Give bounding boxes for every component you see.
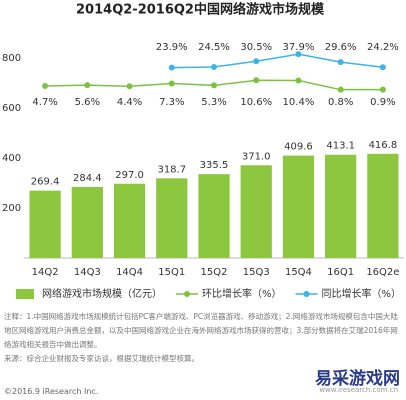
legend-label: 网络游戏市场规模（亿元）: [42, 287, 162, 300]
bar: [282, 155, 315, 258]
bar-value-label: 416.8: [369, 140, 398, 151]
bar: [113, 183, 146, 258]
watermark-url: www.iresearch.com.cn: [319, 386, 398, 394]
line-value-label: 29.6%: [325, 42, 357, 53]
bar-value-label: 409.6: [284, 142, 313, 153]
legend-label: 同比增长率（%）: [322, 287, 402, 300]
line-point: [379, 86, 386, 93]
line-point: [253, 77, 260, 84]
line-value-label: 37.9%: [283, 42, 315, 53]
line-point: [253, 58, 260, 65]
bar: [29, 190, 61, 258]
legend-swatch: [16, 289, 34, 299]
notes: 注释：1.中国网络游戏市场规模统计包括PC客户端游戏、PC浏览器游戏、移动游戏；…: [4, 310, 400, 366]
line-value-label: 5.3%: [201, 97, 226, 108]
bar: [156, 178, 188, 258]
bar: [71, 186, 103, 258]
legend-swatch: [184, 291, 190, 297]
line-point: [337, 59, 344, 66]
watermark: 易采游戏网: [315, 369, 400, 389]
line-point: [295, 77, 302, 84]
legend-swatch: [303, 291, 310, 297]
x-tick-label: 15Q2: [201, 267, 228, 278]
bar: [198, 174, 230, 258]
bar-value-label: 413.1: [326, 141, 355, 152]
line-value-label: 24.5%: [198, 42, 230, 53]
line-point: [84, 82, 91, 89]
line-point: [211, 63, 217, 70]
line-value-label: 23.9%: [156, 42, 188, 53]
bar-value-label: 318.7: [157, 164, 186, 175]
chart: 2014Q2-2016Q2中国网络游戏市场规模 200 400 600 800 14Q2…: [2, 2, 404, 300]
x-tick-label: 15Q3: [243, 267, 270, 278]
bar-value-label: 335.5: [200, 160, 229, 171]
line-point: [126, 83, 133, 90]
bar: [325, 154, 357, 258]
line-point: [42, 82, 49, 89]
line-point: [379, 64, 386, 71]
line-point: [211, 82, 217, 89]
y-tick-label: 800: [2, 53, 21, 64]
bar-value-label: 371.0: [242, 151, 271, 162]
chart-title: 2014Q2-2016Q2中国网络游戏市场规模: [76, 2, 325, 18]
line-value-label: 30.5%: [240, 42, 272, 53]
x-tick-label: 14Q3: [74, 267, 101, 278]
legend-label: 环比增长率（%）: [202, 287, 282, 300]
line-point: [337, 86, 344, 93]
line-value-label: 4.4%: [117, 97, 142, 108]
line-point: [168, 80, 175, 87]
x-tick-label: 15Q4: [285, 267, 312, 278]
x-tick-label: 16Q2e: [366, 267, 399, 278]
bar-value-label: 284.4: [73, 173, 102, 184]
bar: [367, 153, 399, 258]
line-point: [168, 64, 175, 71]
line-point: [295, 51, 302, 58]
line-value-label: 24.2%: [367, 42, 399, 53]
line-value-label: 0.9%: [370, 97, 395, 108]
line-value-label: 5.6%: [75, 97, 100, 108]
x-tick-label: 14Q4: [116, 267, 143, 278]
x-tick-label: 15Q1: [158, 267, 185, 278]
y-tick-label: 400: [2, 153, 21, 164]
bar-value-label: 269.4: [31, 177, 60, 188]
line-value-label: 10.6%: [240, 97, 272, 108]
footer: ©2016.9 iResearch Inc.: [4, 387, 99, 396]
bar: [240, 165, 272, 258]
x-tick-label: 14Q2: [32, 267, 59, 278]
line-value-label: 4.7%: [32, 97, 57, 108]
y-tick-label: 600: [2, 103, 21, 114]
line-value-label: 0.8%: [328, 97, 353, 108]
y-tick-label: 200: [2, 203, 21, 214]
x-tick-label: 16Q1: [327, 267, 354, 278]
line: [171, 53, 383, 69]
source-text: 来源：综合企业财报及专家访谈，根据艾瑞统计模型核算。: [4, 354, 199, 363]
line-value-label: 7.3%: [159, 97, 184, 108]
line-value-label: 10.4%: [283, 97, 315, 108]
bar-value-label: 297.0: [115, 170, 144, 181]
note-text: 注释：1.中国网络游戏市场规模统计包括PC客户端游戏、PC浏览器游戏、移动游戏；…: [4, 312, 398, 349]
